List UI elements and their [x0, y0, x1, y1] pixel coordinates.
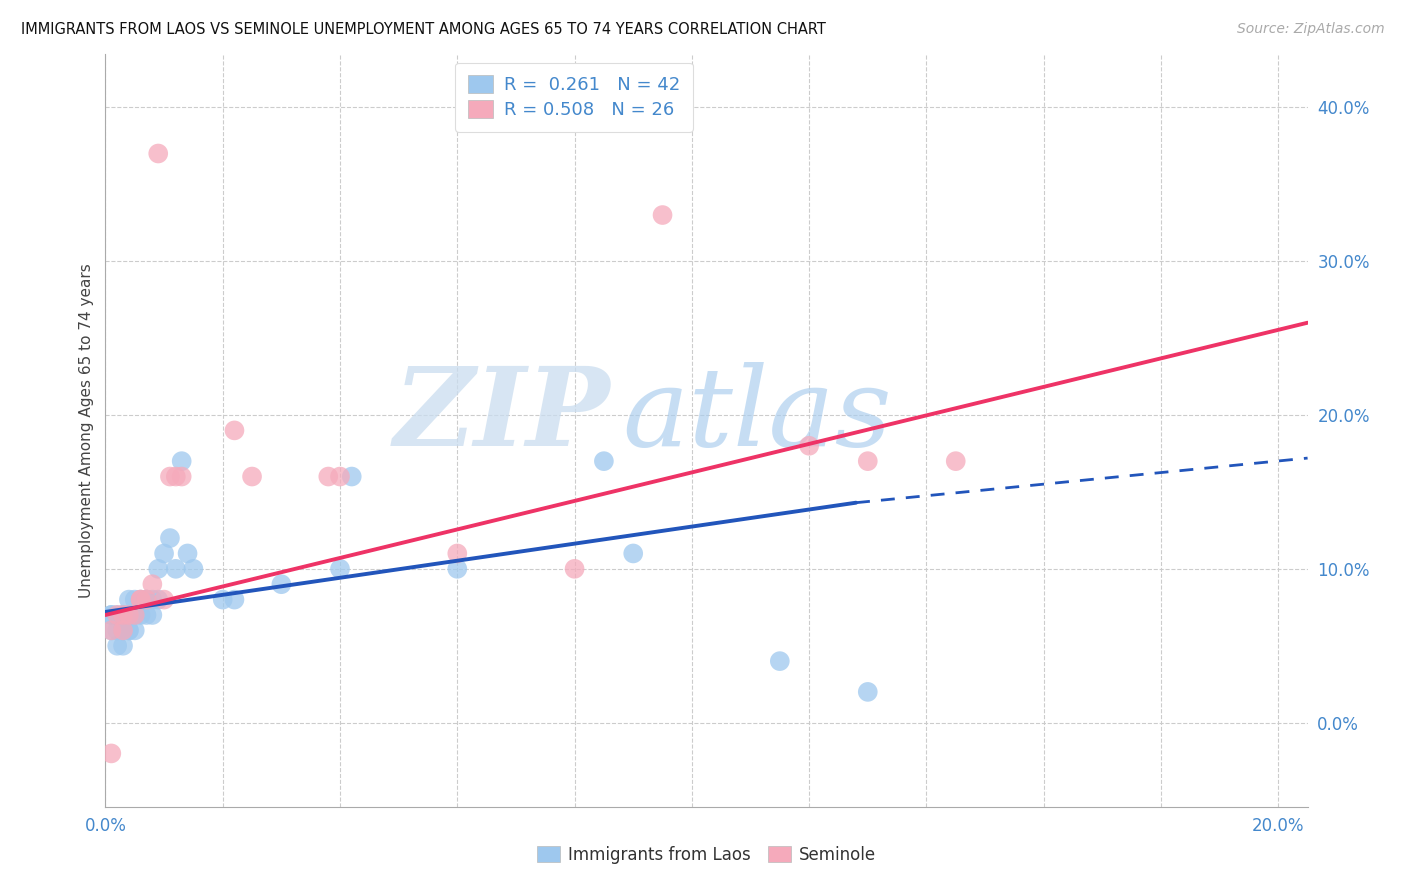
- Point: [153, 546, 176, 560]
- Point: [148, 562, 170, 576]
- Point: [112, 639, 135, 653]
- Point: [105, 607, 128, 622]
- Point: [112, 624, 135, 638]
- Point: [621, 546, 644, 560]
- Point: [141, 592, 163, 607]
- Point: [183, 562, 205, 576]
- Point: [100, 747, 122, 761]
- Point: [170, 454, 193, 468]
- Point: [105, 639, 128, 653]
- Point: [124, 607, 146, 622]
- Point: [856, 685, 879, 699]
- Point: [135, 592, 157, 607]
- Point: [135, 592, 157, 607]
- Point: [135, 592, 157, 607]
- Text: ZIP: ZIP: [394, 361, 610, 469]
- Point: [129, 592, 152, 607]
- Text: Source: ZipAtlas.com: Source: ZipAtlas.com: [1237, 22, 1385, 37]
- Point: [564, 562, 586, 576]
- Point: [224, 424, 246, 438]
- Point: [105, 624, 128, 638]
- Point: [129, 592, 152, 607]
- Point: [159, 469, 181, 483]
- Point: [340, 469, 363, 483]
- Point: [124, 607, 146, 622]
- Point: [170, 469, 193, 483]
- Point: [159, 531, 181, 545]
- Point: [100, 607, 122, 622]
- Point: [176, 546, 198, 560]
- Text: atlas: atlas: [623, 361, 891, 469]
- Point: [100, 607, 122, 622]
- Point: [112, 607, 135, 622]
- Point: [316, 469, 339, 483]
- Point: [769, 654, 792, 668]
- Point: [112, 607, 135, 622]
- Point: [797, 439, 820, 453]
- Point: [270, 577, 292, 591]
- Point: [105, 607, 128, 622]
- Point: [148, 592, 170, 607]
- Point: [446, 546, 468, 560]
- Point: [100, 624, 122, 638]
- Point: [148, 146, 170, 161]
- Point: [100, 624, 122, 638]
- Point: [651, 208, 673, 222]
- Point: [124, 624, 146, 638]
- Point: [112, 607, 135, 622]
- Point: [118, 607, 141, 622]
- Point: [129, 607, 152, 622]
- Point: [211, 592, 233, 607]
- Point: [329, 469, 352, 483]
- Point: [329, 562, 352, 576]
- Point: [240, 469, 263, 483]
- Point: [165, 469, 187, 483]
- Point: [224, 592, 246, 607]
- Point: [135, 607, 157, 622]
- Point: [593, 454, 616, 468]
- Point: [153, 592, 176, 607]
- Text: IMMIGRANTS FROM LAOS VS SEMINOLE UNEMPLOYMENT AMONG AGES 65 TO 74 YEARS CORRELAT: IMMIGRANTS FROM LAOS VS SEMINOLE UNEMPLO…: [21, 22, 825, 37]
- Point: [141, 607, 163, 622]
- Point: [129, 592, 152, 607]
- Point: [118, 624, 141, 638]
- Point: [118, 592, 141, 607]
- Point: [856, 454, 879, 468]
- Point: [165, 562, 187, 576]
- Point: [118, 607, 141, 622]
- Point: [112, 624, 135, 638]
- Point: [446, 562, 468, 576]
- Point: [124, 592, 146, 607]
- Point: [945, 454, 967, 468]
- Point: [118, 624, 141, 638]
- Y-axis label: Unemployment Among Ages 65 to 74 years: Unemployment Among Ages 65 to 74 years: [79, 263, 94, 598]
- Point: [141, 577, 163, 591]
- Legend: Immigrants from Laos, Seminole: Immigrants from Laos, Seminole: [530, 839, 883, 871]
